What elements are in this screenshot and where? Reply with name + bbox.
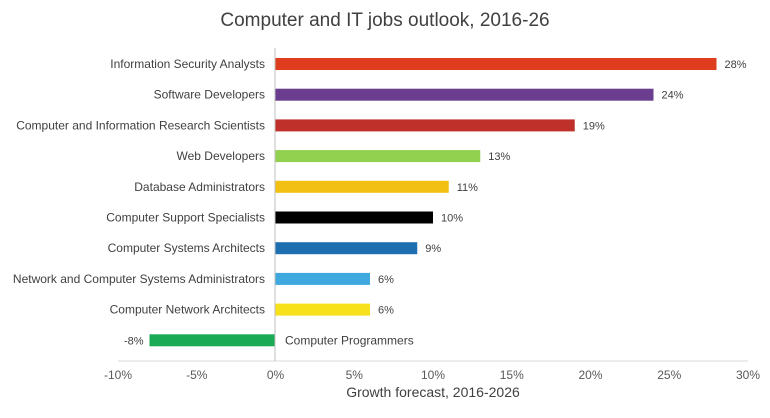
x-tick-label: 15% — [500, 368, 524, 382]
bar — [275, 150, 481, 163]
x-axis-title: Growth forecast, 2016-2026 — [346, 384, 520, 400]
bar — [275, 180, 449, 193]
data-label: -8% — [124, 335, 144, 347]
data-label: 19% — [583, 120, 605, 132]
data-label: 11% — [457, 182, 478, 194]
bar — [275, 303, 370, 316]
category-label: Software Developers — [154, 88, 265, 102]
category-label: Web Developers — [177, 149, 266, 163]
x-tick-label: 20% — [578, 368, 602, 382]
data-label: 6% — [378, 274, 394, 286]
bar — [275, 242, 418, 255]
x-tick-label: -10% — [104, 368, 132, 382]
category-label: Computer and Information Research Scient… — [16, 118, 265, 132]
x-tick-label: 25% — [657, 368, 681, 382]
bar — [275, 272, 370, 285]
category-label: Computer Systems Architects — [108, 241, 265, 255]
x-tick-label: 30% — [736, 368, 760, 382]
data-label: 6% — [378, 305, 394, 317]
data-label: 13% — [488, 151, 510, 163]
category-label: Computer Programmers — [285, 333, 414, 347]
data-label: 28% — [725, 59, 747, 71]
category-label: Computer Network Architects — [110, 303, 265, 317]
category-label: Computer Support Specialists — [106, 211, 265, 225]
x-tick-label: 5% — [346, 368, 364, 382]
chart-title: Computer and IT jobs outlook, 2016-26 — [220, 10, 550, 31]
data-label: 24% — [662, 90, 684, 102]
data-label: 10% — [441, 213, 463, 225]
x-tick-label: 0% — [267, 368, 285, 382]
bar — [275, 88, 654, 101]
bar — [275, 119, 575, 132]
bar — [275, 58, 717, 70]
category-label: Database Administrators — [134, 180, 265, 194]
category-label: Information Security Analysts — [110, 57, 265, 71]
x-tick-label: -5% — [186, 368, 208, 382]
x-tick-label: 10% — [421, 368, 445, 382]
bar — [149, 334, 275, 347]
bar — [275, 211, 433, 224]
category-label: Network and Computer Systems Administrat… — [13, 272, 265, 286]
data-label: 9% — [425, 243, 441, 255]
